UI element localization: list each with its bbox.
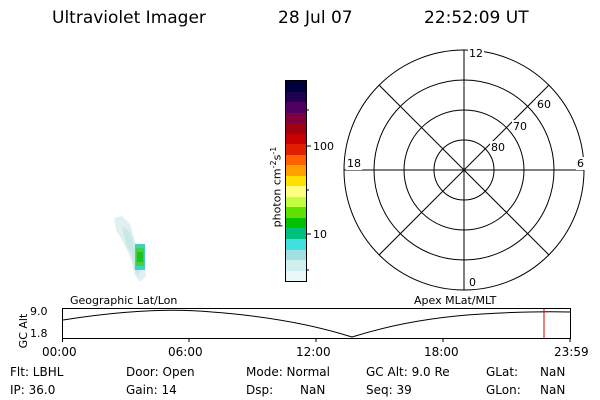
app-title: Ultraviolet Imager bbox=[52, 8, 206, 28]
glat-label: GLat: bbox=[486, 365, 519, 379]
timeline-x-tick-1800: 18:00 bbox=[424, 345, 459, 359]
colorbar bbox=[285, 80, 307, 282]
ip-info: IP: 36.0 bbox=[10, 383, 56, 397]
glon-value: NaN bbox=[540, 383, 566, 397]
gain-info: Gain: 14 bbox=[126, 383, 177, 397]
colorbar-band bbox=[286, 112, 306, 124]
colorbar-tick-10: 10 bbox=[313, 228, 327, 241]
mode-info: Mode: Normal bbox=[246, 365, 330, 379]
colorbar-band bbox=[286, 186, 306, 197]
colorbar-band bbox=[286, 260, 306, 271]
timeline-x-tick-0600: 06:00 bbox=[168, 345, 203, 359]
seq-info: Seq: 39 bbox=[366, 383, 412, 397]
polar-ring-label-60: 60 bbox=[536, 98, 552, 111]
colorbar-band bbox=[286, 102, 306, 113]
polar-plot bbox=[343, 49, 585, 291]
polar-diagonal-2 bbox=[378, 84, 550, 256]
colorbar-band bbox=[286, 196, 306, 208]
colorbar-band bbox=[286, 91, 306, 103]
colorbar-label: photon cm-2s-1 bbox=[269, 146, 284, 228]
aurora-image bbox=[114, 216, 146, 282]
colorbar-band bbox=[286, 249, 306, 261]
colorbar-band bbox=[286, 270, 306, 282]
polar-label-12: 12 bbox=[468, 47, 484, 60]
polar-ring-label-70: 70 bbox=[512, 120, 528, 133]
polar-label-6: 6 bbox=[576, 157, 585, 170]
filter-info: Flt: LBHL bbox=[10, 365, 64, 379]
glat-value: NaN bbox=[540, 365, 566, 379]
colorbar-band bbox=[286, 228, 306, 239]
timeline-x-tick-1200: 12:00 bbox=[296, 345, 331, 359]
door-info: Door: Open bbox=[126, 365, 195, 379]
timeline-y-axis-label: GC Alt bbox=[17, 313, 30, 349]
timeline-y-tick-low: 1.8 bbox=[30, 327, 48, 340]
timeline-y-tick-high: 9.0 bbox=[30, 305, 48, 318]
glon-label: GLon: bbox=[486, 383, 521, 397]
dsp-label: Dsp: bbox=[246, 383, 274, 397]
colorbar-band bbox=[286, 238, 306, 250]
timeline-x-tick-0000: 00:00 bbox=[42, 345, 77, 359]
altitude-timeline bbox=[62, 308, 571, 342]
polar-label-18: 18 bbox=[346, 157, 362, 170]
colorbar-tick-100: 100 bbox=[313, 140, 334, 153]
colorbar-band bbox=[286, 175, 306, 187]
polar-ring-label-80: 80 bbox=[490, 141, 506, 154]
altitude-curve bbox=[62, 309, 571, 338]
gc-alt-info: GC Alt: 9.0 Re bbox=[366, 365, 450, 379]
polar-label-0: 0 bbox=[468, 276, 477, 289]
colorbar-band bbox=[286, 123, 306, 134]
timeline-x-tick-2359: 23:59 bbox=[554, 345, 589, 359]
colorbar-ticks bbox=[306, 109, 311, 271]
time-label: 22:52:09 UT bbox=[424, 8, 529, 28]
date-label: 28 Jul 07 bbox=[278, 8, 353, 28]
colorbar-band bbox=[286, 165, 306, 176]
colorbar-band bbox=[286, 133, 306, 145]
colorbar-band bbox=[286, 207, 306, 218]
colorbar-band bbox=[286, 144, 306, 155]
colorbar-band bbox=[286, 154, 306, 166]
dsp-value: NaN bbox=[300, 383, 326, 397]
colorbar-band bbox=[286, 217, 306, 229]
apex-projection-label: Apex MLat/MLT bbox=[414, 294, 497, 307]
colorbar-band bbox=[286, 81, 306, 92]
geographic-projection-label: Geographic Lat/Lon bbox=[70, 294, 178, 307]
